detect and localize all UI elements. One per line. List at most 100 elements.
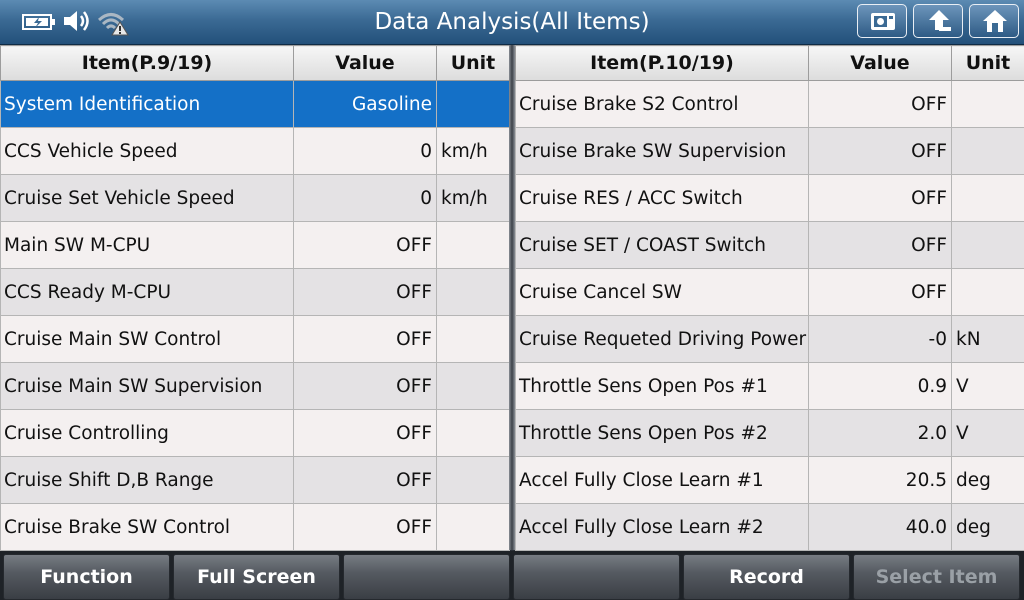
- table-row[interactable]: Cruise Brake SW Supervision OFF: [515, 127, 1024, 175]
- unit-column-header: Unit: [951, 45, 1024, 81]
- item-name: Cruise Main SW Supervision: [0, 362, 294, 410]
- item-unit: [436, 315, 510, 363]
- item-value: OFF: [293, 268, 437, 316]
- item-name: Accel Fully Close Learn #1: [515, 456, 809, 504]
- function-button[interactable]: Function: [3, 554, 170, 600]
- item-value: OFF: [808, 127, 952, 175]
- back-button[interactable]: [913, 4, 963, 38]
- table-row[interactable]: System Identification Gasoline: [0, 80, 510, 128]
- item-unit: [951, 268, 1024, 316]
- left-data-table: Item(P.9/19) Value Unit System Identific…: [0, 45, 510, 551]
- item-value: OFF: [293, 221, 437, 269]
- item-unit: [436, 268, 510, 316]
- table-row[interactable]: Cruise Requeted Driving Power -0 kN: [515, 315, 1024, 363]
- item-name: Cruise Brake SW Control: [0, 503, 294, 551]
- wifi-warning-icon: [96, 8, 130, 40]
- value-column-header: Value: [293, 45, 437, 81]
- item-value: 0.9: [808, 362, 952, 410]
- table-row[interactable]: Cruise Brake SW Control OFF: [0, 503, 510, 551]
- battery-icon: [22, 12, 56, 36]
- select-item-button[interactable]: Select Item: [853, 554, 1020, 600]
- table-row[interactable]: CCS Vehicle Speed 0 km/h: [0, 127, 510, 175]
- item-name: Cruise RES / ACC Switch: [515, 174, 809, 222]
- item-name: Cruise Main SW Control: [0, 315, 294, 363]
- item-value: OFF: [808, 221, 952, 269]
- item-value: 0: [293, 127, 437, 175]
- table-row[interactable]: Cruise SET / COAST Switch OFF: [515, 221, 1024, 269]
- item-column-header: Item(P.10/19): [515, 45, 809, 81]
- item-name: Cruise Cancel SW: [515, 268, 809, 316]
- item-value: Gasoline: [293, 80, 437, 128]
- table-row[interactable]: Cruise Main SW Supervision OFF: [0, 362, 510, 410]
- table-row[interactable]: Main SW M-CPU OFF: [0, 221, 510, 269]
- item-name: System Identification: [0, 80, 294, 128]
- item-unit: [436, 456, 510, 504]
- item-name: Cruise Controlling: [0, 409, 294, 457]
- item-value: 2.0: [808, 409, 952, 457]
- home-icon: [983, 10, 1007, 32]
- item-name: Cruise Set Vehicle Speed: [0, 174, 294, 222]
- item-value: OFF: [808, 174, 952, 222]
- record-button[interactable]: Record: [683, 554, 850, 600]
- item-unit: km/h: [436, 174, 510, 222]
- unit-column-header: Unit: [436, 45, 510, 81]
- return-arrow-icon: [929, 10, 951, 31]
- empty-button-1[interactable]: [343, 554, 510, 600]
- item-value: OFF: [293, 503, 437, 551]
- item-value: 40.0: [808, 503, 952, 551]
- page-title: Data Analysis(All Items): [374, 9, 650, 35]
- item-value: OFF: [808, 80, 952, 128]
- table-row[interactable]: Cruise Set Vehicle Speed 0 km/h: [0, 174, 510, 222]
- title-bar: Data Analysis(All Items): [0, 0, 1024, 45]
- item-value: OFF: [293, 315, 437, 363]
- item-value: OFF: [293, 409, 437, 457]
- home-button[interactable]: [969, 4, 1019, 38]
- screenshot-button[interactable]: [857, 4, 907, 38]
- speaker-icon: [62, 8, 92, 38]
- item-unit: [436, 503, 510, 551]
- item-value: OFF: [293, 456, 437, 504]
- item-name: Cruise Brake SW Supervision: [515, 127, 809, 175]
- item-unit: V: [951, 362, 1024, 410]
- table-row[interactable]: Cruise Controlling OFF: [0, 409, 510, 457]
- table-divider: [509, 45, 515, 550]
- table-row[interactable]: Accel Fully Close Learn #2 40.0 deg: [515, 503, 1024, 551]
- item-unit: kN: [951, 315, 1024, 363]
- table-row[interactable]: Cruise Cancel SW OFF: [515, 268, 1024, 316]
- item-unit: km/h: [436, 127, 510, 175]
- item-unit: deg: [951, 456, 1024, 504]
- item-unit: V: [951, 409, 1024, 457]
- bottom-toolbar: Function Full Screen Record Select Item: [0, 551, 1024, 600]
- item-unit: [436, 409, 510, 457]
- camera-icon: [871, 13, 895, 30]
- table-header-row: Item(P.9/19) Value Unit: [0, 45, 510, 81]
- item-value: -0: [808, 315, 952, 363]
- item-unit: [951, 127, 1024, 175]
- item-value: 20.5: [808, 456, 952, 504]
- table-row[interactable]: CCS Ready M-CPU OFF: [0, 268, 510, 316]
- item-name: CCS Ready M-CPU: [0, 268, 294, 316]
- item-name: Cruise Shift D,B Range: [0, 456, 294, 504]
- item-name: Throttle Sens Open Pos #1: [515, 362, 809, 410]
- full-screen-button[interactable]: Full Screen: [173, 554, 340, 600]
- item-value: OFF: [808, 268, 952, 316]
- table-row[interactable]: Cruise Main SW Control OFF: [0, 315, 510, 363]
- table-row[interactable]: Cruise RES / ACC Switch OFF: [515, 174, 1024, 222]
- item-column-header: Item(P.9/19): [0, 45, 294, 81]
- table-row[interactable]: Accel Fully Close Learn #1 20.5 deg: [515, 456, 1024, 504]
- item-unit: [436, 221, 510, 269]
- right-data-table: Item(P.10/19) Value Unit Cruise Brake S2…: [515, 45, 1024, 551]
- item-name: Accel Fully Close Learn #2: [515, 503, 809, 551]
- empty-button-2[interactable]: [513, 554, 680, 600]
- item-unit: [951, 80, 1024, 128]
- table-row[interactable]: Cruise Shift D,B Range OFF: [0, 456, 510, 504]
- table-row[interactable]: Throttle Sens Open Pos #2 2.0 V: [515, 409, 1024, 457]
- item-value: OFF: [293, 362, 437, 410]
- item-unit: [951, 221, 1024, 269]
- item-name: Cruise Requeted Driving Power: [515, 315, 809, 363]
- table-row[interactable]: Throttle Sens Open Pos #1 0.9 V: [515, 362, 1024, 410]
- item-unit: [436, 362, 510, 410]
- table-row[interactable]: Cruise Brake S2 Control OFF: [515, 80, 1024, 128]
- item-name: Cruise SET / COAST Switch: [515, 221, 809, 269]
- item-value: 0: [293, 174, 437, 222]
